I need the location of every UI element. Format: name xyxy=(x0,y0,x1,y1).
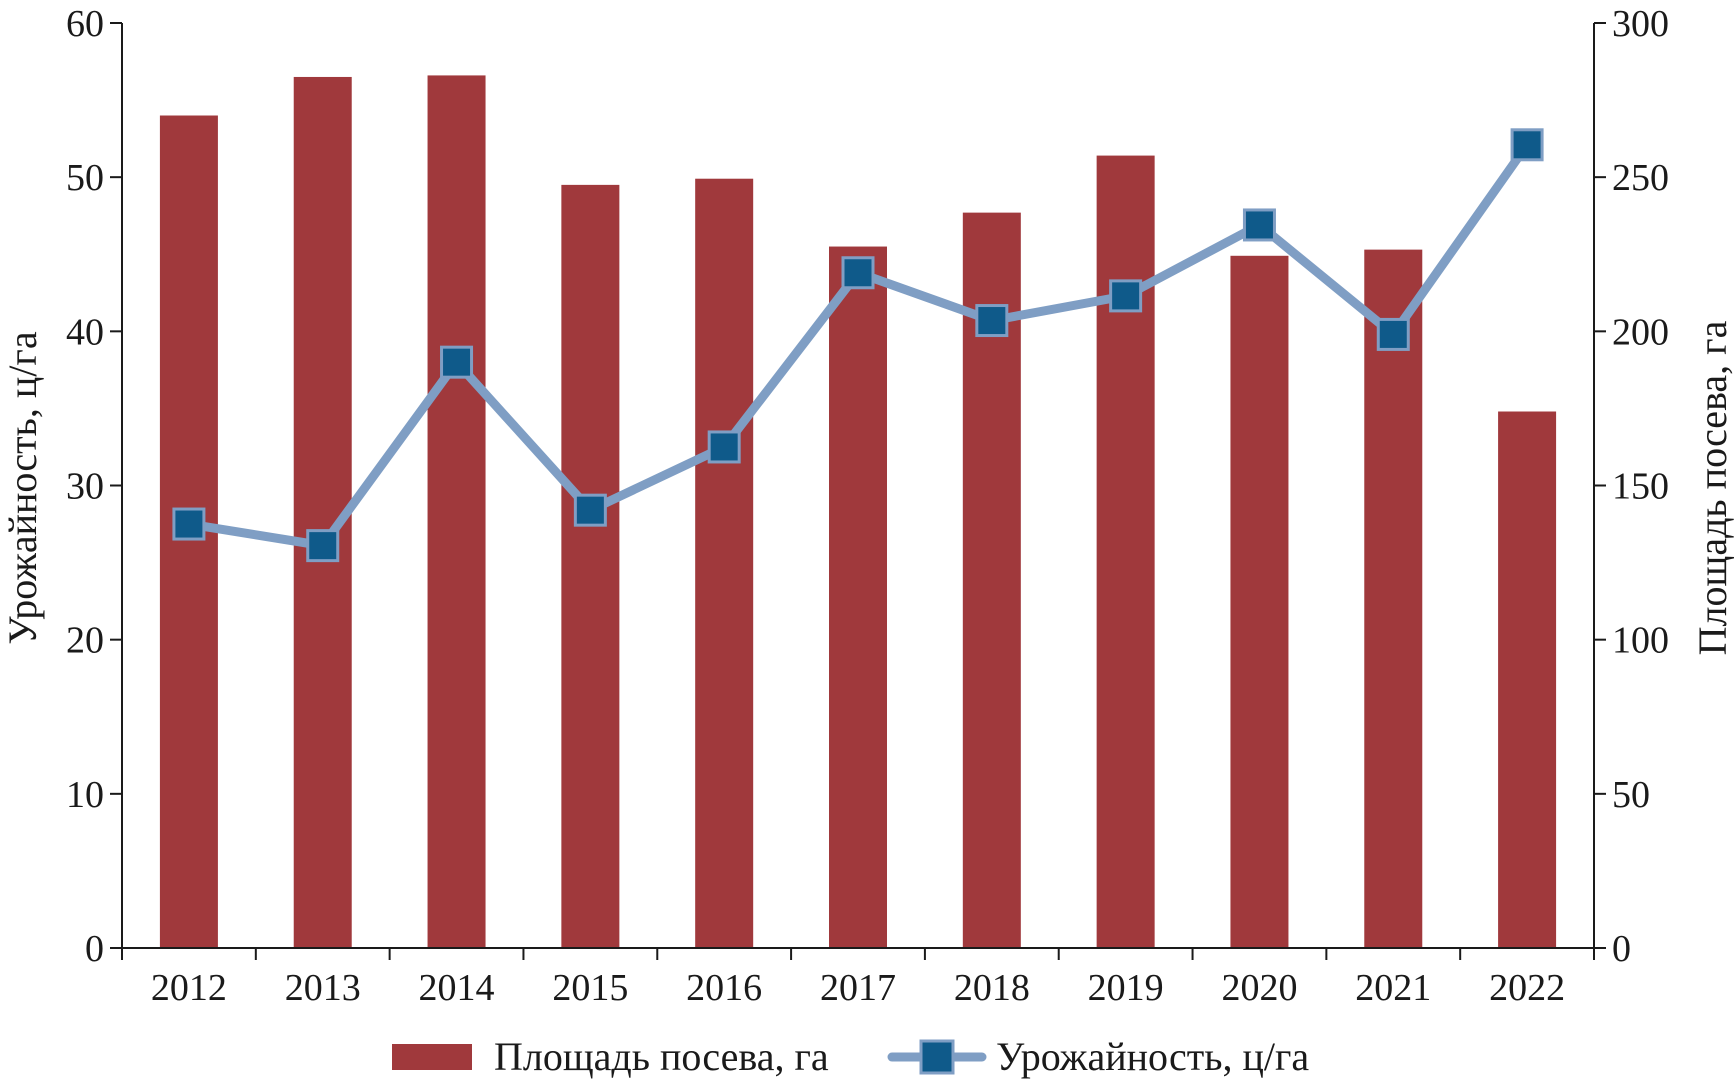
x-tick-label: 2013 xyxy=(285,967,361,1009)
y-right-tick-label: 300 xyxy=(1612,3,1669,45)
y-left-axis-title: Урожайность, ц/га xyxy=(0,331,45,644)
y-right-tick-label: 200 xyxy=(1612,311,1669,353)
yield-point-2020 xyxy=(1242,208,1276,242)
x-tick-label: 2021 xyxy=(1355,967,1431,1009)
bar-2016 xyxy=(695,178,754,949)
legend-label-yield: Урожайность, ц/га xyxy=(996,1034,1309,1079)
yield-point-2017 xyxy=(841,256,875,290)
y-right-tick-label: 50 xyxy=(1612,774,1650,816)
y-left-tick-label: 0 xyxy=(85,928,104,970)
x-tick-label: 2012 xyxy=(151,967,227,1009)
x-tick-label: 2017 xyxy=(820,967,896,1009)
x-tick-label: 2022 xyxy=(1489,967,1565,1009)
bar-2014 xyxy=(427,75,486,948)
x-tick-label: 2018 xyxy=(954,967,1030,1009)
y-left-tick-label: 10 xyxy=(66,774,104,816)
y-right-tick-label: 100 xyxy=(1612,620,1669,662)
y-right-tick-label: 150 xyxy=(1612,466,1669,508)
tick-labels: 0 10 20 30 40 50 60 0 50 100 150 200 250 300 2012 2013 2… xyxy=(66,3,1669,1009)
yield-point-2012 xyxy=(172,507,206,541)
y-left-tick-label: 60 xyxy=(66,3,104,45)
y-right-axis-title: Площадь посева, га xyxy=(1690,320,1734,655)
yield-point-2022 xyxy=(1510,128,1544,162)
yield-point-2019 xyxy=(1109,279,1143,313)
bar-2020 xyxy=(1230,255,1289,948)
axes xyxy=(110,22,1606,960)
yield-point-2015 xyxy=(573,493,607,527)
yield-point-2014 xyxy=(440,345,474,379)
legend-swatch-yield-marker xyxy=(919,1039,955,1075)
yield-point-2021 xyxy=(1376,317,1410,351)
yield-point-2016 xyxy=(707,430,741,464)
y-right-tick-label: 0 xyxy=(1612,928,1631,970)
x-tick-label: 2020 xyxy=(1221,967,1297,1009)
y-left-tick-label: 40 xyxy=(66,311,104,353)
yield-point-2013 xyxy=(306,529,340,563)
y-left-tick-label: 50 xyxy=(66,157,104,199)
x-tick-label: 2014 xyxy=(419,967,495,1009)
legend-swatch-area xyxy=(392,1044,472,1070)
bar-2019 xyxy=(1096,155,1155,949)
legend-label-area: Площадь посева, га xyxy=(494,1034,829,1079)
bar-2021 xyxy=(1364,249,1423,948)
bar-series-area xyxy=(159,75,1557,949)
y-left-tick-label: 30 xyxy=(66,466,104,508)
bar-2017 xyxy=(829,246,887,948)
yield-point-2018 xyxy=(975,304,1009,338)
y-right-tick-label: 250 xyxy=(1612,157,1669,199)
x-tick-label: 2015 xyxy=(552,967,628,1009)
bar-2022 xyxy=(1498,411,1557,948)
line-series-yield xyxy=(172,128,1544,563)
x-tick-label: 2019 xyxy=(1088,967,1164,1009)
x-tick-label: 2016 xyxy=(686,967,762,1009)
bar-2015 xyxy=(561,184,620,948)
legend: Площадь посева, га Урожайность, ц/га xyxy=(392,1034,1309,1079)
y-left-tick-label: 20 xyxy=(66,620,104,662)
